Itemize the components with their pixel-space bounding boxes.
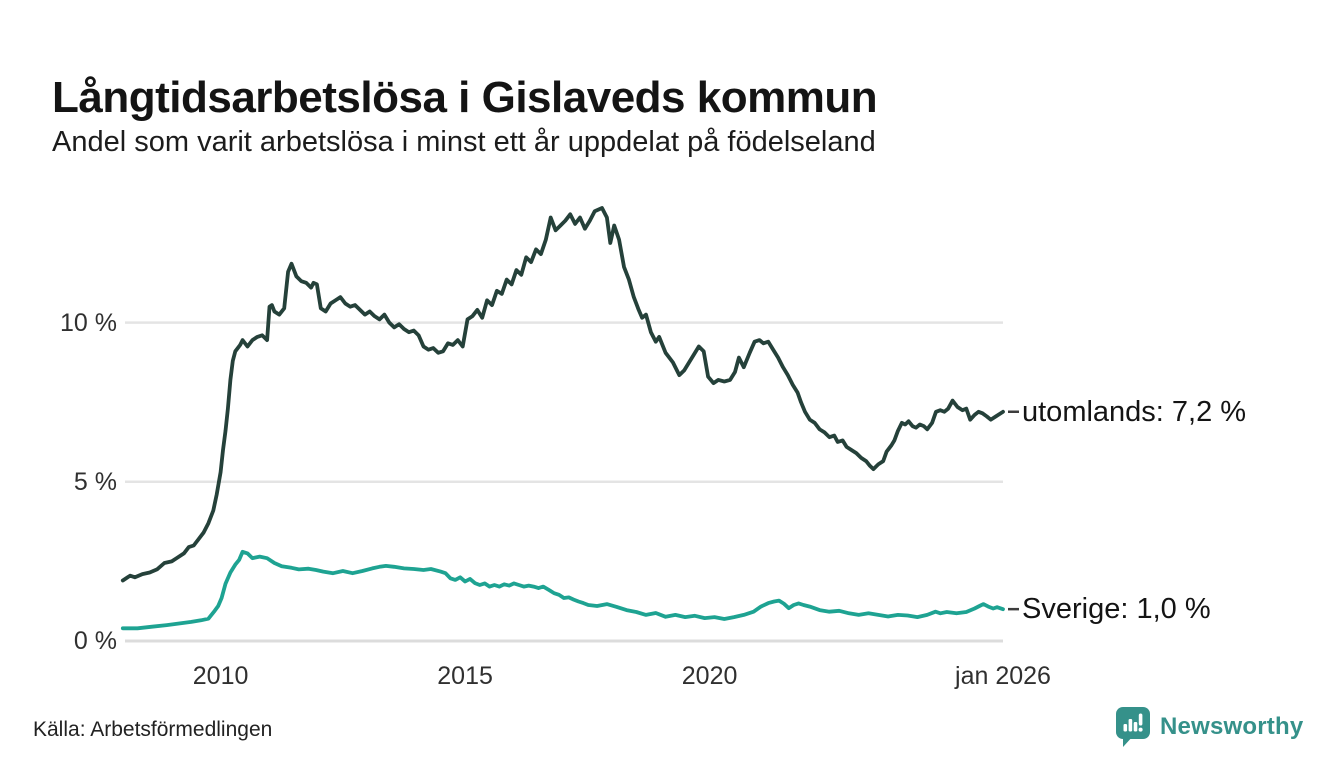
y-axis-label-0: 0 %: [73, 627, 117, 655]
series-end-label-Sverige: Sverige: 1,0 %: [1022, 593, 1211, 626]
exclamation-bar-icon: [1138, 713, 1143, 726]
x-axis-label-2020: 2020: [681, 662, 738, 690]
brand-name: Newsworthy: [1160, 713, 1304, 740]
bar-icon-medium: [1133, 722, 1138, 732]
bar-icon-tall: [1128, 719, 1133, 732]
newsworthy-bubble-icon: [1116, 707, 1150, 747]
y-axis-label-5: 5 %: [73, 467, 117, 496]
newsworthy-logo[interactable]: Newsworthy: [1115, 706, 1303, 748]
exclamation-dot-icon: [1138, 727, 1143, 732]
series-line-utomlands: [120, 206, 1005, 583]
page-title: Långtidsarbetslösa i Gislaveds kommun: [52, 73, 878, 123]
y-axis-label-10: 10 %: [60, 308, 117, 337]
page-subtitle: Andel som varit arbetslösa i minst ett å…: [52, 126, 876, 158]
series-end-label-utomlands: utomlands: 7,2 %: [1022, 395, 1247, 428]
x-axis-label-2015: 2015: [437, 662, 493, 690]
x-axis-label-2010: 2010: [192, 662, 249, 690]
bar-icon-small: [1123, 724, 1128, 732]
series-line-Sverige: [120, 549, 1005, 631]
source-note: Källa: Arbetsförmedlingen: [33, 718, 273, 741]
x-axis-label-jan-2026: jan 2026: [955, 662, 1051, 690]
